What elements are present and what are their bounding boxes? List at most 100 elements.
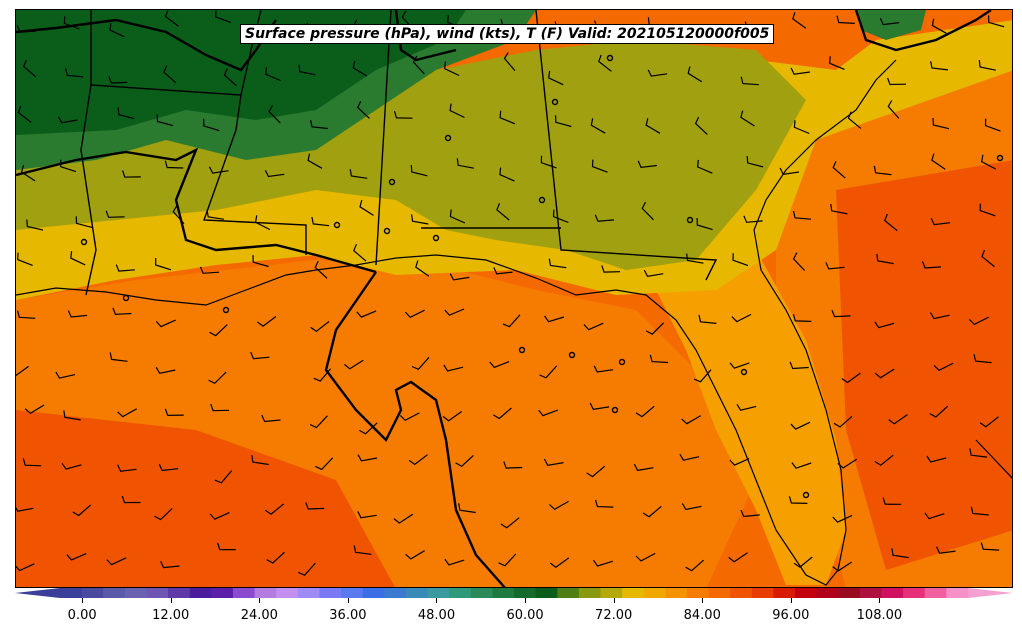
wind-barb	[399, 412, 420, 422]
map-panel: Surface pressure (hPa), wind (kts), T (F…	[15, 9, 1013, 588]
calm-marker	[606, 54, 614, 62]
wind-barb	[891, 548, 909, 559]
wind-barb	[936, 546, 956, 554]
colorbar-segment	[211, 588, 234, 598]
colorbar-tick-mark	[436, 598, 438, 603]
wind-barb	[981, 154, 997, 170]
wind-barb	[206, 209, 225, 220]
wind-barb	[637, 160, 658, 168]
colorbar-segment	[751, 588, 774, 598]
wind-barb	[931, 18, 947, 34]
wind-barb	[16, 25, 36, 33]
wind-barb	[979, 416, 999, 428]
wind-barb	[357, 511, 377, 519]
wind-barb	[874, 454, 894, 466]
wind-barb	[264, 169, 285, 178]
colorbar-segment	[103, 588, 126, 598]
colorbar-segment	[514, 588, 537, 598]
colorbar-tick-mark	[879, 598, 881, 603]
wind-barb	[359, 422, 378, 435]
colorbar-segment	[232, 588, 256, 598]
wind-barb	[793, 120, 810, 135]
wind-barb	[548, 258, 567, 269]
wind-barb	[984, 118, 1001, 132]
wind-barb	[930, 218, 951, 226]
wind-barb	[593, 365, 614, 373]
wind-barb	[503, 52, 516, 71]
colorbar-segment	[405, 588, 429, 598]
colorbar-segment	[384, 588, 407, 598]
colorbar-tick-label: 60.00	[506, 608, 544, 623]
wind-barb	[252, 255, 269, 268]
colorbar-tick-mark	[525, 598, 527, 603]
colorbar-segment	[924, 588, 947, 598]
map-title: Surface pressure (hPa), wind (kts), T (F…	[240, 24, 775, 44]
wind-barb	[117, 408, 137, 418]
colorbar-ticks: 0.00 12.00 24.00 36.00 48.00 60.00 72.00 84.00 9…	[0, 598, 1022, 628]
colorbar-segment	[362, 588, 385, 598]
wind-barb	[412, 55, 425, 75]
wind-barb	[217, 542, 236, 551]
temperature-field-ne-green	[856, 10, 926, 40]
wind-barb	[411, 214, 429, 225]
wind-barb	[687, 66, 703, 83]
colorbar-segment	[665, 588, 688, 598]
wind-barb	[832, 514, 853, 523]
wind-barb	[359, 199, 374, 216]
wind-barb	[257, 316, 277, 327]
calm-marker	[568, 351, 576, 359]
wind-barb	[164, 408, 184, 417]
wind-barb	[837, 458, 858, 469]
wind-barb	[251, 455, 269, 466]
colorbar-segment	[859, 588, 883, 598]
wind-barb	[75, 216, 93, 228]
wind-barb	[544, 315, 565, 323]
wind-barb	[443, 364, 464, 372]
wind-barb	[408, 454, 428, 466]
colorbar-segment	[470, 588, 493, 598]
wind-barb	[106, 557, 127, 566]
wind-barb	[20, 165, 36, 182]
wind-barb	[61, 462, 82, 470]
wind-barb	[311, 216, 330, 227]
colorbar-tick-mark	[613, 598, 615, 603]
coastline-gulf	[16, 59, 897, 586]
wind-barb	[313, 368, 332, 382]
wind-barb	[404, 309, 425, 319]
colorbar-tick-label: 12.00	[152, 608, 190, 623]
wind-barb	[109, 352, 128, 362]
wind-barb	[449, 273, 470, 281]
calm-marker	[551, 98, 559, 106]
wind-barb	[209, 512, 230, 520]
wind-barb	[830, 203, 848, 215]
wind-barb	[979, 203, 996, 217]
colorbar-segment	[600, 588, 623, 598]
wind-barb	[492, 407, 512, 420]
temperature-field-gulf	[16, 260, 756, 587]
wind-barb	[393, 111, 413, 119]
wind-barb	[17, 252, 33, 266]
colorbar-tick-mark	[82, 598, 84, 603]
wind-barb	[884, 213, 898, 232]
wind-barb	[410, 164, 428, 177]
wind-barb	[601, 265, 621, 273]
wind-barb	[594, 214, 615, 222]
wind-barb	[65, 68, 84, 78]
wind-barb	[743, 215, 763, 223]
wind-barb	[847, 111, 862, 129]
wind-barb	[926, 455, 947, 463]
wind-barb	[969, 448, 988, 458]
wind-barb	[970, 506, 989, 516]
wind-barb	[645, 118, 661, 134]
colorbar-segment	[838, 588, 861, 598]
wind-barb	[879, 18, 900, 26]
wind-barb	[208, 371, 227, 385]
weather-map	[16, 10, 1012, 587]
colorbar-segment	[881, 588, 904, 598]
calm-marker	[122, 294, 130, 302]
wind-barb	[978, 60, 996, 71]
wind-barb	[210, 403, 230, 412]
colorbar-segment	[189, 588, 212, 598]
colorbar-segment	[578, 588, 601, 598]
colorbar-segment	[946, 588, 969, 598]
